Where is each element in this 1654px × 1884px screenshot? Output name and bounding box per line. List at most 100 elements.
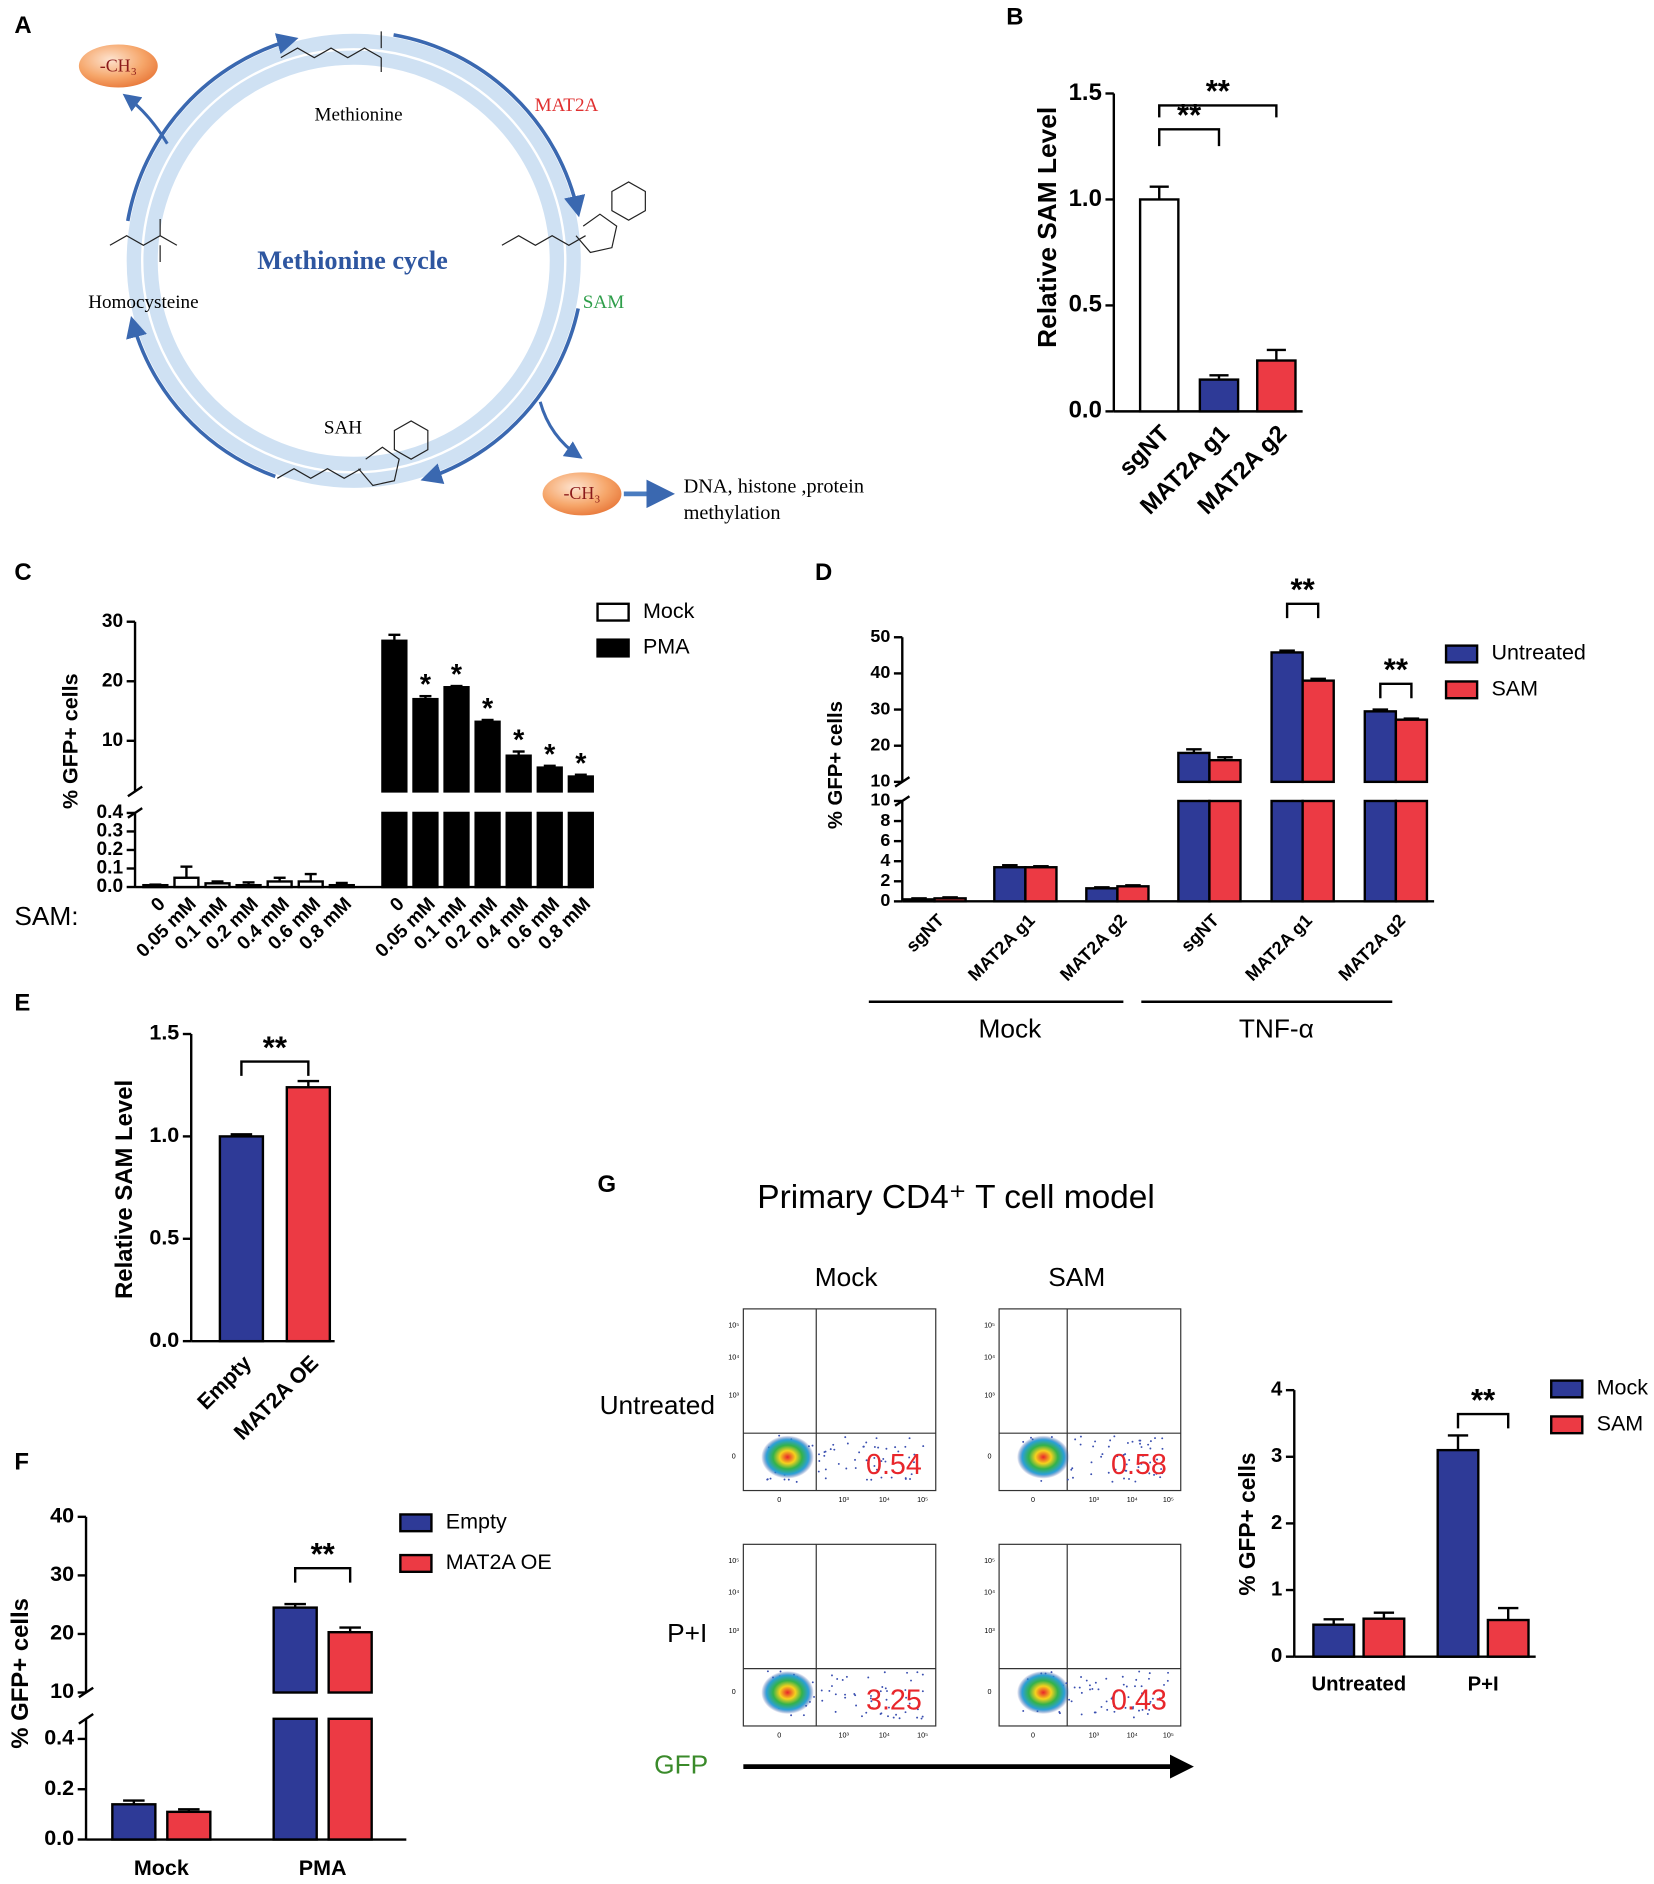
bar — [1177, 799, 1211, 903]
bar — [297, 880, 324, 889]
panel-label: A — [14, 12, 31, 39]
column-label: SAM — [1048, 1262, 1105, 1292]
bar — [266, 880, 293, 889]
event-dot — [1159, 1476, 1162, 1479]
event-dot — [1161, 1447, 1164, 1450]
event-dot — [855, 1704, 858, 1707]
x-tick-label: sgNT — [902, 910, 948, 956]
event-dot — [1145, 1701, 1148, 1704]
event-dot — [908, 1456, 911, 1459]
flow-tick: 10⁵ — [917, 1731, 928, 1739]
event-dot — [1121, 1675, 1124, 1678]
bar — [173, 876, 200, 889]
event-dot — [910, 1679, 912, 1682]
x-tick-label: Empty — [193, 1351, 256, 1414]
significance-bracket — [293, 1567, 352, 1583]
error-bar — [450, 684, 463, 688]
event-dot — [1149, 1461, 1152, 1464]
error-bar — [574, 773, 587, 777]
error-bar — [1209, 374, 1229, 380]
event-dot — [867, 1462, 869, 1465]
event-dot — [1115, 1690, 1118, 1693]
event-dot — [854, 1458, 856, 1461]
event-dot — [1160, 1468, 1163, 1470]
error-bar — [1266, 348, 1286, 361]
event-dot — [910, 1473, 913, 1476]
x-tick-label: MAT2A g2 — [1335, 910, 1410, 985]
bar — [1208, 758, 1242, 784]
legend-swatch — [399, 1553, 433, 1574]
significance-label: * — [482, 693, 494, 725]
event-dot — [1022, 1440, 1025, 1443]
panel-label: F — [14, 1448, 29, 1475]
cycle-title: Methionine cycle — [257, 246, 448, 275]
event-dot — [1135, 1678, 1138, 1681]
legend-label: Mock — [1597, 1376, 1649, 1400]
error-bar — [242, 881, 255, 886]
event-dot — [880, 1476, 883, 1479]
event-dot — [916, 1716, 919, 1719]
legend-label: SAM — [1597, 1412, 1644, 1436]
event-dot — [883, 1671, 886, 1674]
bar — [1363, 799, 1398, 903]
flow-tick: 0 — [988, 1453, 992, 1461]
panel-label: E — [14, 989, 30, 1016]
event-dot — [1148, 1708, 1151, 1711]
y-tick-label: 8 — [880, 810, 890, 830]
event-dot — [913, 1453, 916, 1456]
event-dot — [875, 1468, 878, 1471]
event-dot — [869, 1697, 872, 1700]
event-dot — [1058, 1712, 1061, 1715]
event-dot — [783, 1478, 786, 1481]
x-tick-label: MAT2A g1 — [1241, 910, 1316, 985]
gfp-label: GFP — [654, 1750, 708, 1780]
y-tick-label: 0.3 — [97, 821, 124, 842]
y-tick-label: 10 — [870, 771, 890, 791]
event-dot — [1148, 1677, 1150, 1680]
event-dot — [1132, 1706, 1135, 1708]
event-dot — [845, 1675, 848, 1678]
event-dot — [834, 1693, 837, 1696]
flow-tick: 10³ — [1089, 1731, 1100, 1739]
error-bar — [1372, 708, 1389, 712]
event-density — [1017, 1435, 1070, 1479]
event-dot — [1022, 1709, 1025, 1712]
event-dot — [862, 1445, 865, 1448]
legend-swatch — [1444, 680, 1479, 700]
significance-label: ** — [1177, 98, 1202, 133]
event-dot — [880, 1460, 883, 1462]
bar — [505, 811, 532, 889]
x-tick-label: P+I — [1468, 1674, 1499, 1696]
event-dot — [1139, 1442, 1141, 1445]
event-density — [761, 1671, 814, 1715]
y-tick-label: 20 — [870, 734, 890, 754]
group-label: Mock — [978, 1013, 1042, 1043]
panel-label: B — [1006, 4, 1023, 31]
event-dot — [1066, 1478, 1069, 1481]
event-dot — [908, 1702, 911, 1705]
event-dot — [1166, 1679, 1169, 1682]
structure — [280, 31, 382, 72]
event-dot — [1158, 1697, 1161, 1700]
bar — [1362, 1617, 1406, 1658]
event-dot — [1094, 1681, 1097, 1684]
significance-label: ** — [1291, 572, 1316, 607]
event-dot — [1101, 1453, 1104, 1456]
error-bar — [339, 1626, 361, 1633]
legend-label: Mock — [643, 599, 695, 623]
flow-tick: 0 — [1031, 1496, 1035, 1504]
error-bar — [512, 750, 525, 756]
event-dot — [1153, 1473, 1156, 1476]
bar — [272, 1717, 318, 1841]
flow-tick: 10⁵ — [984, 1557, 995, 1565]
methyl-label: -CH₃ — [563, 483, 600, 503]
bar — [235, 883, 262, 889]
event-dot — [870, 1694, 872, 1697]
flow-tick: 10³ — [1089, 1496, 1100, 1504]
event-dot — [1107, 1445, 1110, 1448]
bar — [1312, 1623, 1356, 1658]
methyl-bubble — [78, 44, 158, 88]
event-dot — [873, 1465, 876, 1467]
bar — [1363, 710, 1398, 784]
event-dot — [861, 1715, 863, 1718]
